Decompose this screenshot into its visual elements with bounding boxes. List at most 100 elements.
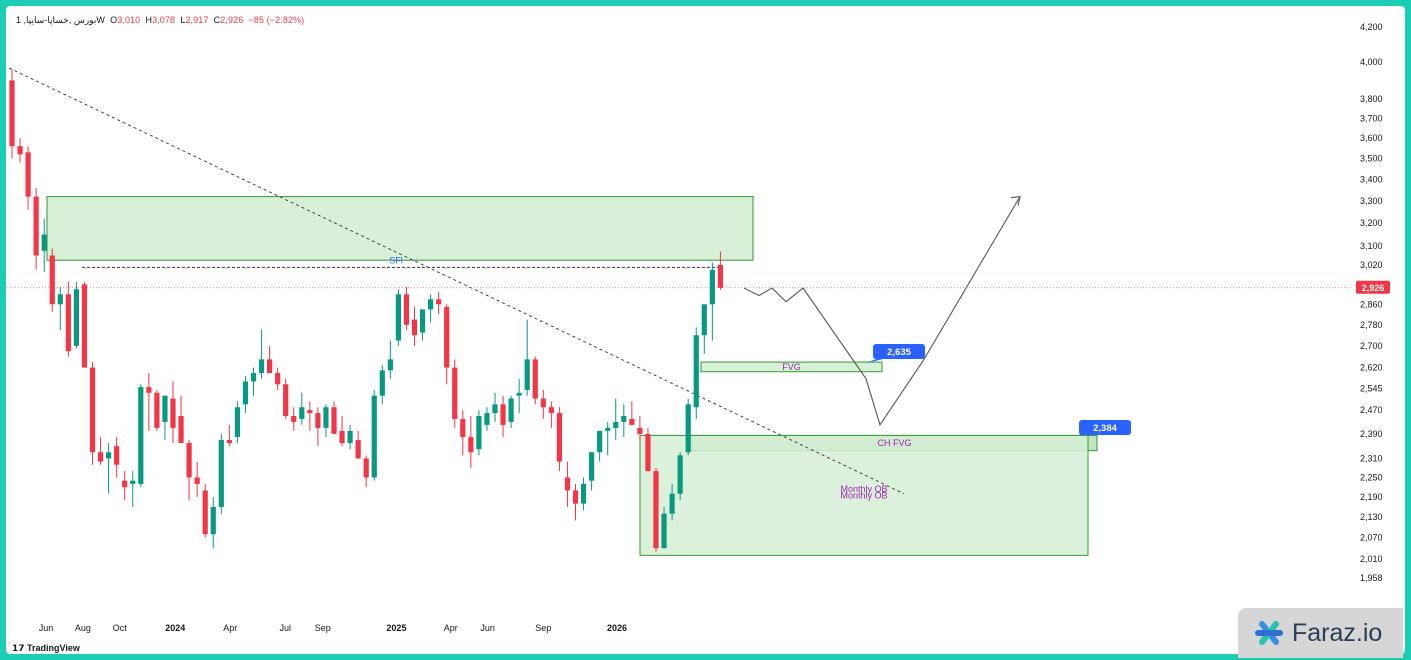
candle-body [25, 152, 31, 197]
candle-body [572, 490, 579, 504]
candle-body [347, 430, 353, 444]
candle-body [154, 392, 160, 428]
tradingview-icon: 𝟭𝟳 [12, 643, 28, 653]
candle-body [540, 398, 546, 408]
y-tick-label: 4,000 [1360, 57, 1383, 67]
x-tick-label: Jul [280, 623, 292, 633]
candle [210, 497, 216, 549]
candle-body [645, 433, 651, 472]
candle-body [275, 373, 281, 385]
symbol-legend[interactable]: 1 ,بورس ,خساپا-سایپاW O3,010 H3,078 L2,9… [16, 15, 304, 26]
chart-frame: FVG CH FVG Monthly OB Monthly OB SFl 2,635 2,3… [6, 6, 1405, 654]
last-price-tag: 2,926 [1356, 280, 1390, 294]
candle [299, 392, 305, 425]
candle-body [162, 395, 168, 422]
candle [564, 461, 571, 507]
faraz-watermark: Faraz.io [1238, 608, 1403, 658]
candle [621, 404, 627, 437]
candle [685, 398, 691, 456]
candle [524, 319, 530, 396]
candle-body [500, 404, 506, 425]
candle-body [33, 196, 39, 256]
sfl-label: SFl [389, 255, 403, 265]
candle [9, 69, 15, 159]
candle-body [589, 452, 595, 481]
candle-body [621, 416, 627, 422]
callout-text: 2,635 [887, 347, 911, 358]
price-callout: 2,384 [1071, 420, 1131, 436]
y-tick-label: 2,130 [1360, 512, 1383, 522]
candle-body [677, 455, 683, 494]
callout-text: 2,384 [1093, 423, 1117, 434]
candle-body [669, 493, 675, 514]
candle-body [492, 404, 498, 414]
candle-body [379, 370, 385, 396]
candle-body [508, 398, 514, 422]
candle [331, 401, 337, 434]
candle-body [371, 395, 377, 478]
candle-body [65, 294, 71, 352]
candle [226, 424, 232, 447]
candle-body [291, 416, 297, 422]
tradingview-logo[interactable]: 𝟭𝟳 TradingView [12, 643, 80, 654]
candle [17, 138, 23, 163]
y-tick-label: 4,200 [1360, 22, 1383, 32]
candle [114, 436, 120, 478]
candle [97, 436, 104, 465]
candle-body [186, 443, 192, 478]
y-tick-label: 3,700 [1360, 113, 1383, 123]
legend-low: 2,917 [185, 15, 209, 25]
candle-body [283, 384, 289, 417]
candle [242, 375, 249, 414]
candle-body [114, 446, 120, 465]
candle [49, 248, 55, 312]
candle-body [605, 427, 611, 431]
candle [323, 404, 329, 437]
candle [283, 378, 289, 419]
candle-body [170, 398, 176, 428]
candle-body [661, 513, 667, 549]
candle [605, 421, 611, 456]
zone-label-monthly-ob: Monthly OB [840, 484, 887, 494]
candle [57, 286, 63, 330]
zone-supply-zone [46, 196, 754, 261]
candle [307, 401, 313, 431]
candle [73, 281, 79, 349]
x-tick-label: Sep [535, 623, 551, 633]
candle-body [436, 299, 442, 305]
candle-body [178, 416, 184, 444]
candle-body [250, 373, 257, 382]
candle [130, 471, 136, 507]
candle [492, 392, 498, 422]
candle-body [258, 359, 265, 374]
x-tick-label: Aug [75, 623, 91, 633]
candle-body [9, 80, 15, 147]
candle [580, 477, 587, 511]
candle [532, 356, 538, 405]
projection-path [743, 196, 1021, 427]
candle-body [242, 381, 249, 405]
y-tick-label: 3,100 [1360, 241, 1383, 251]
candle [218, 433, 224, 514]
legend-close: 2,926 [220, 15, 244, 25]
candle-body [331, 407, 337, 434]
candle-body [556, 413, 562, 462]
candle [629, 401, 635, 425]
candle-body [355, 439, 361, 459]
candle [106, 443, 112, 494]
candle [717, 251, 723, 291]
candle-body [387, 359, 393, 371]
y-tick-label: 2,620 [1360, 363, 1383, 373]
legend-high: 3,078 [152, 15, 176, 25]
candle-body [629, 418, 635, 425]
candle [315, 407, 321, 447]
zone-label: CH FVG [877, 438, 911, 448]
legend-close-label: C [213, 15, 221, 25]
candle-body [130, 480, 136, 484]
candle-body [323, 407, 329, 428]
candle [170, 381, 176, 444]
candle [250, 367, 257, 396]
candle-body [315, 413, 321, 428]
